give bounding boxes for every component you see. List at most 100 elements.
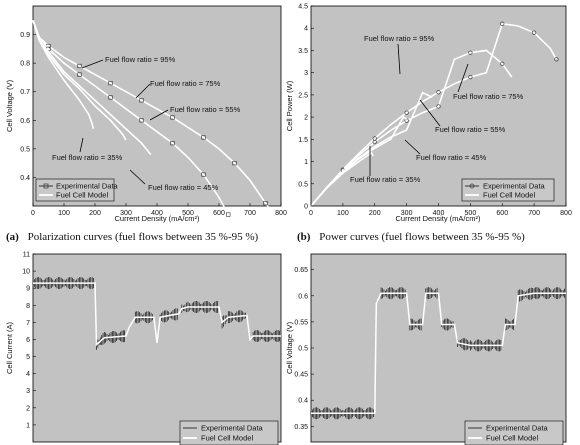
panel-b-x-tick-label: 200 xyxy=(369,210,381,217)
panel-b-data-marker xyxy=(532,30,537,35)
panel-b-x-tick-label: 500 xyxy=(465,210,477,217)
panel-b-x-tick-label: 100 xyxy=(337,210,349,217)
panel-c-y-tick-label: 8 xyxy=(26,303,30,310)
panel-a-x-tick-label: 100 xyxy=(58,210,70,217)
panel-b-y-tick-label: 0 xyxy=(304,204,308,211)
panel-a-data-marker xyxy=(108,81,113,86)
panel-a-plot-area xyxy=(32,5,282,207)
panel-a-annotation-35: Fuel flow ratio = 35% xyxy=(52,153,123,162)
panel-b-annotation-55: Fuel flow ratio = 55% xyxy=(435,125,506,134)
panel-d-legend-experimental-label: Experimental Data xyxy=(486,424,549,433)
panel-d-plot-area xyxy=(310,253,567,443)
panel-a-annotation-55: Fuel flow ratio = 55% xyxy=(170,105,241,114)
panel-a-data-marker xyxy=(108,95,113,100)
panel-a-y-axis-label: Cell Voltage (V) xyxy=(5,79,14,132)
panel-b-data-marker xyxy=(554,57,559,62)
panel-b-ticks-layer: 0 100 200 300 400 500 600 700 800 0 0.5 1 1.5 2 2.5 3 3.… xyxy=(298,4,572,218)
panel-a-legend-square-marker xyxy=(43,183,49,189)
panel-d-ticks-layer: 0.35 0.4 0.45 0.5 0.55 0.6 0.65 xyxy=(294,267,314,431)
panel-b-x-tick-label: 300 xyxy=(401,210,413,217)
panel-b-annotation-35: Fuel flow ratio = 35% xyxy=(350,175,421,184)
panel-a-data-marker xyxy=(77,63,82,69)
panel-d-y-axis-label: Cell Voltage (V) xyxy=(285,321,294,374)
panel-a-x-tick-label: 500 xyxy=(182,210,194,217)
panel-d-y-tick-label: 0.4 xyxy=(298,398,308,405)
caption-b-text: Power curves (fuel flows between 35 %-95… xyxy=(319,231,525,243)
panel-d-series-layer xyxy=(311,292,566,415)
panel-a-data-marker xyxy=(201,135,206,140)
panel-a-data-marker xyxy=(170,141,175,146)
panel-a-legend-model-label: Fuel Cell Model xyxy=(56,191,108,200)
panel-a-y-tick-label: 0.6 xyxy=(20,118,30,125)
panel-b-x-axis-label: Current Density (mA/cm²) xyxy=(395,214,481,223)
panel-d-legend-model-label: Fuel Cell Model xyxy=(486,434,538,443)
panel-b-power-chart: 0 100 200 300 400 500 600 700 800 0 0.5 1 1.5 2 2.5 3 3.… xyxy=(285,4,572,224)
panel-a-x-tick-label: 0 xyxy=(31,210,35,217)
panel-b-data-marker xyxy=(436,90,441,95)
panel-a-data-marker xyxy=(139,98,144,103)
panel-c-y-tick-label: 4 xyxy=(26,371,30,378)
panel-b-y-tick-label: 2 xyxy=(304,115,308,122)
panel-b-model-line-75% xyxy=(310,49,513,207)
panel-c-current-chart: 1 2 3 4 5 6 7 8 9 10 11 Cell Current (A) Experimen… xyxy=(5,252,282,445)
panel-b-y-tick-label: 0.5 xyxy=(298,181,308,188)
panel-b-annotation-45: Fuel flow ratio = 45% xyxy=(416,153,487,162)
panel-d-y-tick-label: 0.6 xyxy=(298,293,308,300)
caption-b-label: (b) xyxy=(297,231,311,243)
panel-c-y-tick-label: 3 xyxy=(26,388,30,395)
panel-d-legend-box xyxy=(464,420,564,445)
panel-c-y-tick-label: 11 xyxy=(23,252,30,259)
panel-a-annotation-arrows xyxy=(79,59,169,185)
panel-c-ticks-layer: 1 2 3 4 5 6 7 8 9 10 11 xyxy=(22,252,36,429)
panel-b-legend: Experimental Data Fuel Cell Model xyxy=(461,178,555,202)
panel-a-polarization-chart: 0 100 200 300 400 500 600 700 800 0.4 0.5 0.6 0.7 0.8… xyxy=(5,5,287,223)
panel-a-annotation-45: Fuel flow ratio = 45% xyxy=(148,183,219,192)
panel-c-y-tick-label: 10 xyxy=(22,269,30,276)
panel-d-y-tick-label: 0.65 xyxy=(294,267,308,274)
panel-c-y-tick-label: 1 xyxy=(26,422,30,429)
caption-b: (b) Power curves (fuel flows between 35 … xyxy=(297,231,525,243)
panel-d-model-line xyxy=(311,292,566,415)
panel-a-annotation-75: Fuel flow ratio = 75% xyxy=(150,79,221,88)
panel-a-x-tick-label: 400 xyxy=(151,210,163,217)
panel-c-model-line xyxy=(33,282,281,347)
panel-d-y-tick-label: 0.35 xyxy=(294,424,308,431)
panel-a-x-tick-label: 700 xyxy=(244,210,256,217)
panel-c-legend: Experimental Data Fuel Cell Model xyxy=(179,420,279,445)
panel-b-legend-model-label: Fuel Cell Model xyxy=(483,191,535,200)
panel-b-data-marker xyxy=(404,110,409,115)
panel-a-data-marker xyxy=(201,172,206,177)
panel-b-y-tick-label: 1.5 xyxy=(298,137,308,144)
panel-b-series-layer xyxy=(310,21,559,207)
panel-b-x-tick-label: 400 xyxy=(433,210,445,217)
panel-a-x-tick-label: 300 xyxy=(120,210,132,217)
panel-c-y-tick-label: 5 xyxy=(26,354,30,361)
panel-a-annotation-95: Fuel flow ratio = 95% xyxy=(105,55,176,64)
panel-a-y-tick-label: 0.4 xyxy=(20,175,30,182)
panel-b-y-tick-label: 1 xyxy=(304,159,308,166)
panel-d-y-tick-label: 0.45 xyxy=(294,372,308,379)
panel-b-y-tick-label: 3.5 xyxy=(298,48,308,55)
panel-c-y-axis-label: Cell Current (A) xyxy=(5,321,14,374)
panel-c-y-tick-label: 2 xyxy=(26,405,30,412)
panel-a-y-tick-label: 0.9 xyxy=(20,32,30,39)
panel-c-y-tick-label: 9 xyxy=(26,286,30,293)
panel-c-y-tick-label: 7 xyxy=(26,320,30,327)
panel-a-legend: Experimental Data Fuel Cell Model xyxy=(35,178,119,202)
panel-d-y-tick-label: 0.5 xyxy=(298,346,308,353)
panel-b-y-axis-label: Cell Power (W) xyxy=(285,80,294,131)
panel-b-legend-experimental-label: Experimental Data xyxy=(483,182,546,191)
panel-d-y-tick-label: 0.55 xyxy=(294,319,308,326)
panel-b-data-marker xyxy=(468,75,473,80)
panel-a-x-tick-label: 600 xyxy=(213,210,225,217)
panel-a-series-layer xyxy=(32,20,273,217)
panel-b-y-tick-label: 4.5 xyxy=(298,4,308,11)
panel-b-x-tick-label: 700 xyxy=(528,210,540,217)
panel-b-y-tick-label: 3 xyxy=(304,70,308,77)
panel-b-x-tick-label: 800 xyxy=(560,210,572,217)
panel-a-data-marker xyxy=(139,118,144,123)
panel-b-annotation-arrows xyxy=(369,43,469,176)
panel-b-legend-circle-marker xyxy=(469,183,475,189)
panel-a-data-marker xyxy=(77,72,82,77)
